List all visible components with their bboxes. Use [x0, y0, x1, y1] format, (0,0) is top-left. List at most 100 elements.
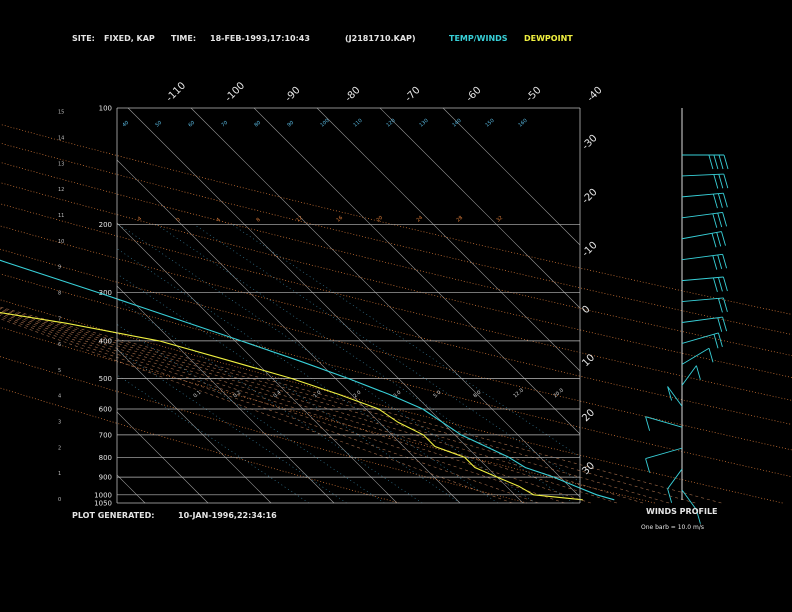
- mixing-ratio-line: [231, 224, 581, 458]
- mixing-ratio-line: [116, 324, 385, 504]
- wind-barb-flag: [716, 232, 722, 247]
- mixing-ratio-label: 12.0: [512, 388, 524, 400]
- wind-barb-shaft: [667, 468, 683, 490]
- moist-adiabat-line: [0, 310, 644, 504]
- pressure-label-800: 800: [99, 454, 112, 462]
- mixing-ratio-line: [116, 273, 461, 504]
- dry-adiabat-label: 120: [385, 118, 396, 129]
- wind-barb-flag: [722, 316, 728, 332]
- dry-adiabat-label: 150: [484, 118, 495, 129]
- moist-adiabat-label: 8: [255, 217, 261, 224]
- wind-barb-flag: [708, 154, 714, 170]
- height-tick-3: 3: [58, 420, 61, 426]
- wind-barb-flag: [717, 317, 723, 332]
- isotherm-line: [116, 159, 461, 504]
- dry-adiabat-label: 80: [253, 120, 262, 129]
- height-tick-0: 0: [58, 497, 61, 503]
- wind-barb-shaft: [681, 253, 723, 261]
- dry-adiabat-label: 140: [451, 118, 462, 129]
- moist-adiabat-label: 32: [495, 215, 504, 224]
- wind-barb-flag: [711, 233, 717, 248]
- wind-barb-flag: [645, 416, 651, 431]
- wind-barb-shaft: [681, 297, 724, 303]
- isotherm-line: [116, 474, 146, 504]
- pressure-gridlines: [117, 224, 580, 496]
- wind-barb-flag: [712, 255, 718, 270]
- height-tick-12: 12: [58, 187, 64, 193]
- sounding-series: [0, 259, 615, 501]
- dry-adiabat-line: [0, 142, 792, 335]
- moist-adiabat-label: 20: [375, 215, 384, 224]
- wind-barb-flag: [708, 348, 714, 363]
- dry-adiabat-line: [0, 356, 528, 504]
- dry-adiabat-line: [0, 225, 792, 425]
- plot-generated-label: PLOT GENERATED:: [72, 511, 154, 520]
- site-value: FIXED, KAP: [104, 34, 155, 43]
- temp-legend: TEMP/WINDS: [449, 34, 508, 43]
- pressure-label-400: 400: [99, 337, 112, 345]
- height-tick-5: 5: [58, 368, 61, 374]
- dry-adiabat-line: [0, 273, 792, 478]
- height-tick-7: 7: [58, 316, 61, 322]
- height-tick-2: 2: [58, 445, 61, 451]
- wind-barb-flag: [717, 212, 723, 228]
- wind-barb-flag: [712, 213, 718, 228]
- wind-barb-flag: [722, 254, 728, 269]
- wind-barb-shaft: [681, 347, 710, 365]
- wind-barb-shaft: [681, 316, 723, 323]
- wind-barb-flag: [722, 276, 728, 292]
- mixing-ratio-label: 2.0: [352, 390, 362, 400]
- mixing-ratio-line: [116, 248, 498, 504]
- pressure-label-300: 300: [99, 289, 112, 297]
- moist-adiabat-label: 4: [215, 217, 221, 224]
- moist-adiabat-line: [0, 307, 696, 504]
- wind-barb-shaft: [681, 173, 724, 177]
- wind-barb-flag: [695, 365, 701, 380]
- diagram-background-lines: [0, 107, 792, 504]
- dry-adiabat-label: 160: [517, 118, 528, 129]
- height-tick-4: 4: [58, 394, 61, 400]
- dry-adiabat-label: 40: [121, 120, 130, 129]
- time-value: 18-FEB-1993,17:10:43: [210, 34, 310, 43]
- mixing-ratio-label: 0.4: [272, 390, 282, 400]
- winds-profile-title: WINDS PROFILE: [646, 507, 718, 516]
- moist-adiabat-label: 16: [335, 215, 344, 224]
- dry-adiabat-line: [0, 299, 783, 504]
- mixing-ratio-label: 5.0: [432, 390, 442, 400]
- wind-barb-flag: [717, 193, 723, 208]
- wind-barb-shaft: [681, 211, 723, 219]
- mixing-ratio-label: 0.1: [192, 390, 202, 400]
- dry-adiabat-line: [0, 161, 792, 356]
- isotherm-line: [127, 107, 524, 504]
- wind-barb-shaft: [681, 365, 697, 386]
- dew-legend: DEWPOINT: [524, 34, 573, 43]
- mixing-ratio-line: [193, 224, 581, 483]
- moist-adiabat-line: [0, 316, 539, 504]
- mixing-ratio-label: 1.0: [312, 390, 322, 400]
- pressure-label-700: 700: [99, 431, 112, 439]
- isotherm-line: [253, 107, 581, 435]
- winds-profile-barbs: [645, 154, 729, 524]
- wind-barb-flag: [713, 154, 719, 170]
- height-tick-8: 8: [58, 290, 61, 296]
- moist-adiabat-line: [0, 314, 565, 504]
- wind-barb-flag: [645, 458, 651, 473]
- dry-adiabat-label: 70: [220, 120, 229, 129]
- wind-barb-flag: [723, 154, 729, 170]
- moist-adiabat-label: 0: [175, 217, 181, 224]
- pressure-label-600: 600: [99, 405, 112, 413]
- wind-barb-flag: [717, 277, 723, 292]
- mixing-ratio-label: 0.2: [232, 390, 242, 400]
- moist-adiabat-label: 28: [455, 215, 464, 224]
- wind-barb-flag: [718, 154, 724, 170]
- pressure-label-100: 100: [99, 105, 112, 113]
- plot-generated-value: 10-JAN-1996,22:34:16: [178, 511, 277, 520]
- wind-barb-flag: [721, 231, 726, 246]
- pressure-label-1050: 1050: [94, 500, 112, 508]
- mixing-ratio-label: 3.0: [392, 390, 402, 400]
- dry-adiabat-label: 50: [154, 120, 163, 129]
- height-tick-14: 14: [58, 136, 64, 142]
- height-tick-1: 1: [58, 471, 61, 477]
- wind-barb-flag: [713, 174, 719, 189]
- moist-adiabat-label: -4: [135, 216, 143, 224]
